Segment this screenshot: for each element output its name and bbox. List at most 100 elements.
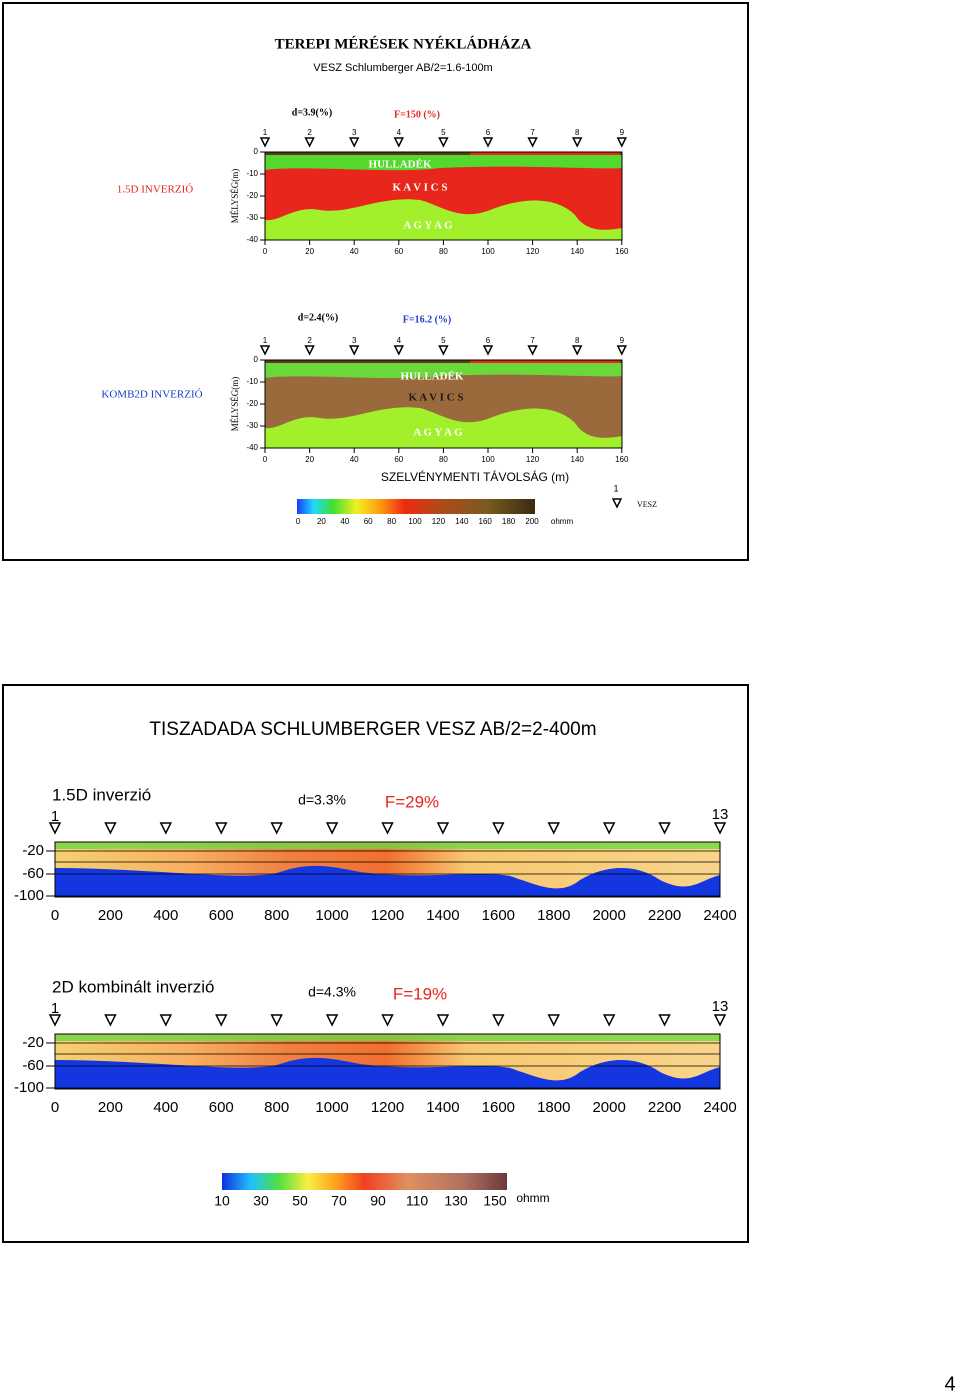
legend-station-label: 1 <box>613 483 618 493</box>
station-label: 2 <box>307 128 312 137</box>
station-marker <box>438 137 449 148</box>
x-tick-label: 20 <box>305 247 314 256</box>
misfit-d: d=4.3% <box>308 984 356 1000</box>
x-tick-label: 800 <box>264 907 289 924</box>
x-tick-label: 1800 <box>537 1099 570 1116</box>
x-tick-label: 1600 <box>482 907 515 924</box>
station-label: 3 <box>352 336 357 345</box>
station-marker <box>547 1014 560 1027</box>
station-marker <box>602 1014 616 1027</box>
station-marker <box>215 822 228 835</box>
x-tick-label: 200 <box>98 907 123 924</box>
x-tick-label: 60 <box>394 455 403 464</box>
slide-frame <box>2 684 749 1243</box>
colorbar <box>222 1173 507 1190</box>
misfit-d: d=2.4(%) <box>298 312 338 323</box>
misfit-f: F=150 (%) <box>394 109 440 120</box>
station-label: 5 <box>441 128 446 137</box>
panel-label: 1.5D inverzió <box>52 785 151 804</box>
station-marker <box>304 137 315 148</box>
misfit-d: d=3.9(%) <box>292 107 332 118</box>
x-tick-label: 0 <box>51 907 59 924</box>
x-tick-label: 0 <box>51 1099 59 1116</box>
y-tick-label: -100 <box>14 887 44 904</box>
station-marker <box>381 1014 394 1027</box>
colorbar-tick-label: 10 <box>214 1193 230 1209</box>
section-frame <box>54 841 721 898</box>
y-tick-label: -60 <box>22 865 44 882</box>
x-tick-label: 80 <box>439 455 448 464</box>
station-marker <box>611 498 623 509</box>
section-kavics <box>265 166 622 230</box>
station-marker <box>304 345 315 356</box>
station-label: 9 <box>620 336 625 345</box>
station-marker <box>571 137 583 148</box>
colorbar-tick-label: 70 <box>331 1193 347 1209</box>
page-number: 4 <box>944 1373 955 1394</box>
x-tick-label: 2400 <box>703 1099 736 1116</box>
station-label: 1 <box>263 128 268 137</box>
section-surface <box>55 1034 720 1041</box>
colorbar-tick-label: 120 <box>432 517 446 526</box>
station-marker <box>492 822 505 835</box>
x-tick-label: 2400 <box>703 907 736 924</box>
x-tick-label: 1000 <box>315 1099 348 1116</box>
x-tick-label: 1400 <box>426 907 459 924</box>
station-marker <box>325 1014 339 1027</box>
x-tick-label: 160 <box>615 247 629 256</box>
station-marker <box>48 822 62 835</box>
section-basement <box>55 1057 720 1089</box>
station-marker <box>436 822 450 835</box>
station-marker <box>616 345 628 356</box>
x-tick-label: 140 <box>571 247 585 256</box>
legend-label: VESZ <box>637 500 657 509</box>
x-tick-label: 400 <box>153 907 178 924</box>
layer-label: A G Y A G <box>413 427 463 439</box>
station-label: 1 <box>263 336 268 345</box>
x-tick-label: 2000 <box>592 1099 625 1116</box>
station-marker <box>482 345 494 356</box>
y-tick-label: -100 <box>14 1079 44 1096</box>
x-tick-label: 160 <box>615 455 629 464</box>
section-kavics <box>265 374 622 438</box>
station-marker <box>159 822 173 835</box>
station-marker <box>259 345 271 356</box>
y-tick-label: 0 <box>254 147 259 156</box>
station-marker <box>571 345 583 356</box>
colorbar-tick-label: 110 <box>406 1193 429 1209</box>
station-label: 13 <box>712 998 729 1015</box>
x-tick-label: 600 <box>209 907 234 924</box>
slide-frame <box>2 2 749 561</box>
layer-label: A G Y A G <box>403 220 453 232</box>
panel-label: 2D kombinált inverzió <box>52 977 215 996</box>
x-tick-label: 1400 <box>426 1099 459 1116</box>
colorbar-tick-label: 150 <box>483 1193 507 1209</box>
colorbar-tick-label: 30 <box>253 1193 269 1209</box>
layer-label: HULLADÉK <box>401 371 464 383</box>
station-marker <box>527 345 538 356</box>
station-label: 8 <box>575 128 580 137</box>
station-marker <box>658 822 671 835</box>
station-marker <box>438 345 449 356</box>
layer-label: K A V I C S <box>393 182 448 194</box>
y-tick-label: -10 <box>246 377 258 386</box>
section-surface <box>265 360 622 363</box>
section-frame <box>54 1033 721 1090</box>
x-tick-label: 140 <box>571 455 585 464</box>
x-tick-label: 20 <box>305 455 314 464</box>
colorbar-unit: ohmm <box>551 517 574 526</box>
x-tick-label: 40 <box>350 247 359 256</box>
station-marker <box>348 137 360 148</box>
x-tick-label: 2200 <box>648 907 681 924</box>
y-tick-label: 0 <box>254 355 259 364</box>
station-marker <box>381 822 394 835</box>
station-marker <box>270 822 283 835</box>
x-tick-label: 1200 <box>371 1099 404 1116</box>
x-tick-label: 400 <box>153 1099 178 1116</box>
slide-subtitle: VESZ Schlumberger AB/2=1.6-100m <box>313 62 492 74</box>
station-marker <box>658 1014 671 1027</box>
x-tick-label: 120 <box>526 455 540 464</box>
x-tick-label: 2200 <box>648 1099 681 1116</box>
station-marker <box>259 137 271 148</box>
